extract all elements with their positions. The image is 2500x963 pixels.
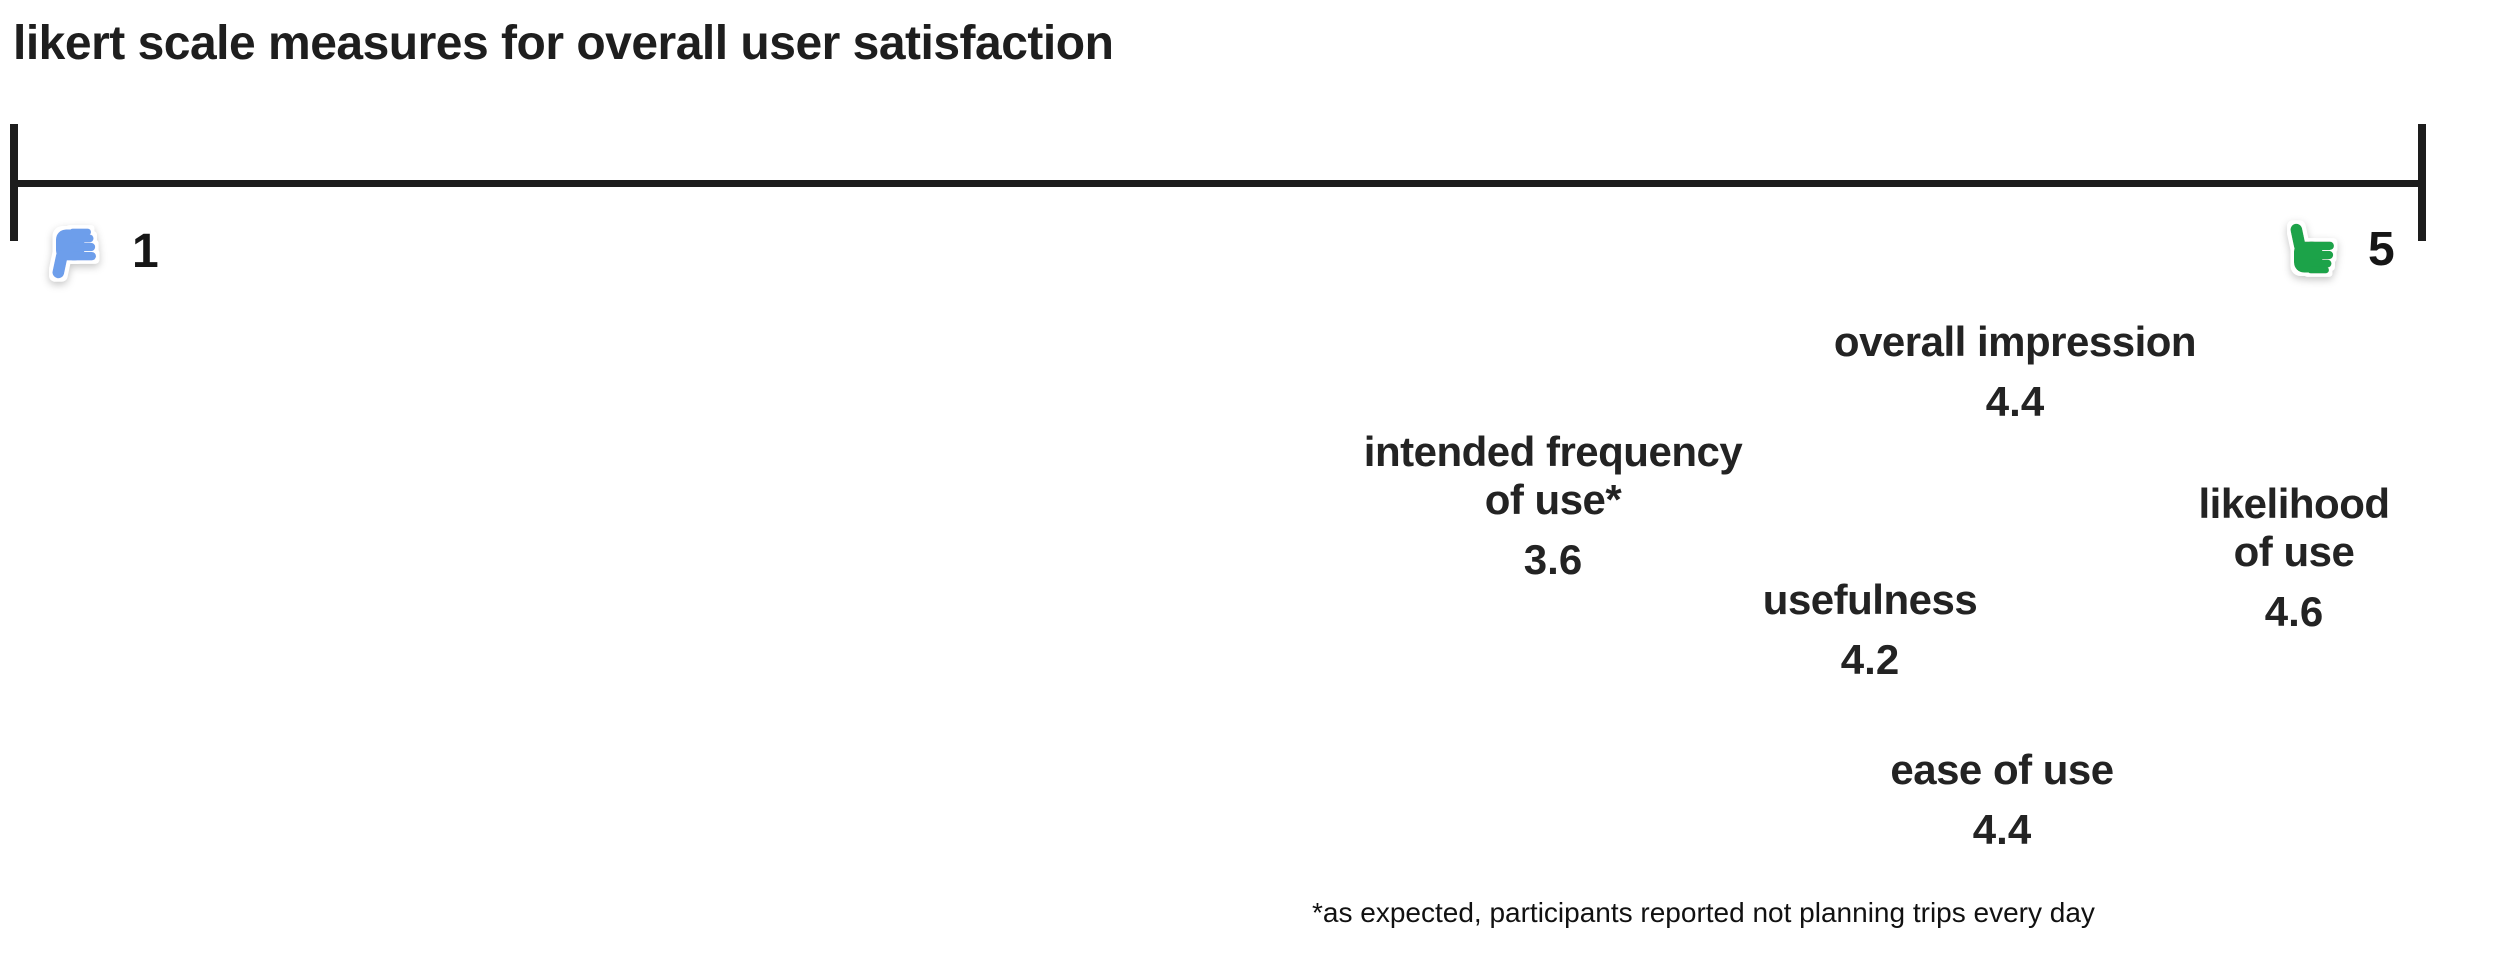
measure-label: overall impression: [1833, 318, 2197, 365]
measure-label: usefulness: [1762, 576, 1978, 623]
scale-tick-max: [2418, 124, 2426, 241]
measure-usefulness: usefulness 4.2: [1762, 576, 1978, 684]
measure-label: ease of use: [1890, 746, 2114, 793]
scale-max-anchor: 5: [2284, 220, 2395, 280]
measure-label: likelihood of use: [2198, 480, 2390, 575]
measure-value: 4.4: [1985, 378, 2045, 425]
page-title: likert scale measures for overall user s…: [13, 17, 1114, 70]
measure-label: intended frequency of use*: [1363, 428, 1743, 523]
measure-value: 3.6: [1523, 536, 1583, 583]
measure-value: 4.6: [2264, 588, 2324, 635]
scale-min-label: 1: [132, 225, 159, 278]
measure-overall-impression: overall impression 4.4: [1833, 318, 2197, 426]
measure-ease-of-use: ease of use 4.4: [1890, 746, 2114, 854]
measure-value: 4.2: [1840, 636, 1900, 683]
measure-value: 4.4: [1972, 806, 2032, 853]
thumbs-down-icon: [52, 228, 96, 279]
measure-likelihood-of-use: likelihood of use 4.6: [2191, 480, 2397, 636]
measure-intended-frequency-of-use: intended frequency of use* 3.6: [1363, 428, 1743, 584]
scale-min-anchor: 1: [46, 222, 159, 282]
scale-max-label: 5: [2368, 223, 2395, 276]
scale-axis-line: [13, 180, 2425, 187]
thumbs-up-icon: [2290, 223, 2334, 274]
scale-tick-min: [10, 124, 18, 241]
footnote: *as expected, participants reported not …: [1312, 897, 2095, 928]
